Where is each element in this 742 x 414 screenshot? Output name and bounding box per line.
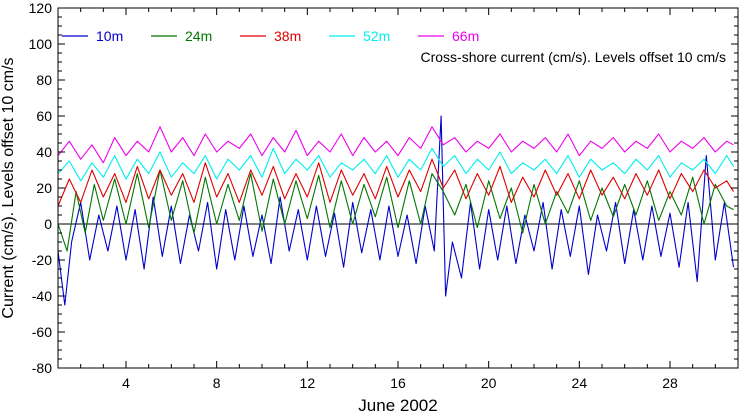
y-tick-label: 80: [36, 72, 52, 88]
legend-label-66m: 66m: [452, 28, 479, 44]
legend-label-52m: 52m: [363, 28, 390, 44]
y-tick-label: 40: [36, 144, 52, 160]
y-tick-label: -20: [32, 252, 52, 268]
x-tick-label: 16: [390, 375, 406, 391]
legend-label-38m: 38m: [274, 28, 301, 44]
x-tick-label: 28: [662, 375, 678, 391]
chart-annotation: Cross-shore current (cm/s). Levels offse…: [421, 49, 727, 65]
y-tick-label: 0: [44, 216, 52, 232]
y-axis: -80 -60 -40 -20 0 20 40 60 80 100 120: [29, 0, 738, 376]
x-tick-label: 24: [572, 375, 588, 391]
y-tick-label: 20: [36, 180, 52, 196]
x-axis: 4 8 12 16 20 24 28: [57, 8, 739, 391]
legend: 10m 24m 38m 52m 66m: [62, 28, 479, 44]
y-tick-label: 120: [29, 0, 53, 16]
y-tick-label: 60: [36, 108, 52, 124]
legend-label-24m: 24m: [185, 28, 212, 44]
series-line-52m: [57, 147, 734, 182]
x-tick-label: 4: [122, 375, 130, 391]
series-line-10m: [57, 115, 735, 306]
series-lines: [57, 115, 735, 306]
legend-label-10m: 10m: [96, 28, 123, 44]
y-tick-label: 100: [29, 36, 53, 52]
x-tick-label: 8: [213, 375, 221, 391]
x-axis-title: June 2002: [358, 396, 437, 414]
series-line-66m: [57, 126, 734, 164]
x-tick-label: 20: [481, 375, 497, 391]
x-tick-label: 12: [300, 375, 316, 391]
series-line-38m: [57, 158, 734, 207]
series-line-24m: [57, 169, 734, 252]
y-tick-label: -60: [32, 324, 52, 340]
y-tick-label: -40: [32, 288, 52, 304]
y-axis-title: Current (cm/s). Levels offset 10 cm/s: [0, 57, 17, 318]
y-tick-label: -80: [32, 360, 52, 376]
